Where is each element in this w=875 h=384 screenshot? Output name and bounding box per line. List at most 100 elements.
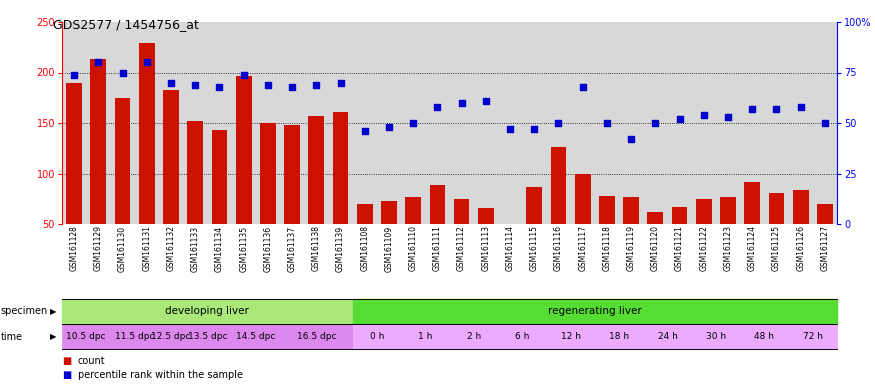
Bar — [159, 324, 183, 349]
Bar — [332, 112, 348, 224]
Point — [261, 81, 275, 88]
Bar — [498, 324, 546, 349]
Point — [818, 120, 832, 126]
Bar — [187, 121, 203, 224]
Text: ▶: ▶ — [50, 332, 57, 341]
Bar — [788, 324, 837, 349]
Bar — [793, 190, 808, 224]
Bar — [817, 204, 833, 224]
Point — [455, 100, 469, 106]
Bar — [672, 207, 688, 224]
Point — [551, 120, 565, 126]
Bar — [62, 324, 110, 349]
Text: developing liver: developing liver — [165, 306, 249, 316]
Text: 48 h: 48 h — [754, 332, 774, 341]
Text: ■: ■ — [62, 356, 71, 366]
Text: specimen: specimen — [1, 306, 48, 316]
Text: 72 h: 72 h — [802, 332, 822, 341]
Point — [116, 70, 130, 76]
Point — [358, 128, 372, 134]
Point — [67, 71, 81, 78]
Bar — [382, 201, 397, 224]
Point — [479, 98, 493, 104]
Text: 30 h: 30 h — [706, 332, 726, 341]
Text: 12 h: 12 h — [561, 332, 581, 341]
Bar — [745, 182, 760, 224]
Point — [576, 84, 590, 90]
Point — [503, 126, 517, 132]
Text: GDS2577 / 1454756_at: GDS2577 / 1454756_at — [53, 18, 200, 31]
Bar — [357, 204, 373, 224]
Bar — [648, 212, 663, 224]
Bar — [478, 208, 494, 224]
Point — [406, 120, 420, 126]
Point — [673, 116, 687, 122]
Bar — [212, 130, 228, 224]
Text: 12.5 dpc: 12.5 dpc — [151, 332, 191, 341]
Point — [794, 104, 808, 110]
Point — [769, 106, 783, 112]
Point — [648, 120, 662, 126]
Point — [91, 59, 105, 65]
Text: regenerating liver: regenerating liver — [548, 306, 641, 316]
Bar — [90, 60, 106, 224]
Point — [746, 106, 760, 112]
Text: 24 h: 24 h — [657, 332, 677, 341]
Bar — [720, 197, 736, 224]
Bar — [546, 324, 595, 349]
Text: 13.5 dpc: 13.5 dpc — [187, 332, 228, 341]
Bar — [450, 324, 498, 349]
Point — [721, 114, 735, 120]
Bar — [575, 174, 591, 224]
Point — [236, 71, 250, 78]
Text: 11.5 dpc: 11.5 dpc — [115, 332, 154, 341]
Point — [309, 81, 323, 88]
Text: count: count — [78, 356, 105, 366]
Text: ▶: ▶ — [50, 307, 57, 316]
Bar — [696, 199, 711, 224]
Text: 6 h: 6 h — [515, 332, 529, 341]
Bar — [139, 43, 155, 224]
Point — [188, 81, 202, 88]
Bar — [595, 324, 643, 349]
Point — [140, 59, 154, 65]
Bar — [405, 197, 421, 224]
Bar — [527, 187, 542, 224]
Point — [624, 136, 638, 142]
Bar — [232, 324, 280, 349]
Point — [696, 112, 710, 118]
Point — [528, 126, 542, 132]
Text: 0 h: 0 h — [369, 332, 384, 341]
Point — [600, 120, 614, 126]
Bar — [692, 324, 740, 349]
Bar — [308, 116, 324, 224]
Bar — [623, 197, 639, 224]
Text: 14.5 dpc: 14.5 dpc — [236, 332, 276, 341]
Text: 16.5 dpc: 16.5 dpc — [297, 332, 336, 341]
Bar — [353, 324, 401, 349]
Text: percentile rank within the sample: percentile rank within the sample — [78, 370, 242, 380]
Text: time: time — [1, 331, 23, 341]
Bar — [62, 299, 353, 324]
Point — [164, 79, 178, 86]
Bar — [110, 324, 159, 349]
Bar — [115, 98, 130, 224]
Bar — [235, 76, 251, 224]
Point — [213, 84, 227, 90]
Bar — [599, 196, 615, 224]
Bar — [430, 185, 445, 224]
Bar — [550, 147, 566, 224]
Bar — [740, 324, 788, 349]
Bar — [353, 299, 837, 324]
Bar — [260, 123, 276, 224]
Text: ■: ■ — [62, 370, 71, 380]
Point — [382, 124, 396, 130]
Point — [285, 84, 299, 90]
Bar — [163, 90, 178, 224]
Text: 10.5 dpc: 10.5 dpc — [66, 332, 106, 341]
Bar — [454, 199, 470, 224]
Bar — [768, 193, 784, 224]
Bar — [183, 324, 232, 349]
Bar — [66, 83, 82, 224]
Point — [430, 104, 444, 110]
